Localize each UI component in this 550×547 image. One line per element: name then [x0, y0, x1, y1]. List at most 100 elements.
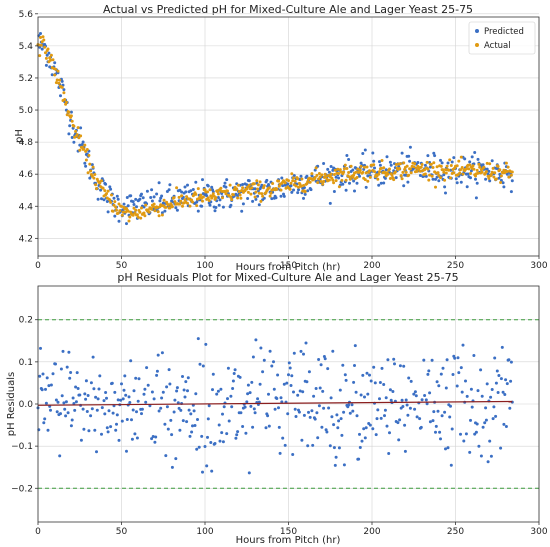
- actual-point: [255, 179, 259, 183]
- residual-point: [155, 369, 159, 373]
- residual-point: [61, 349, 65, 353]
- residual-point: [72, 402, 76, 405]
- actual-point: [386, 172, 390, 176]
- actual-point: [348, 177, 352, 181]
- actual-point: [308, 180, 312, 184]
- residual-point: [508, 406, 512, 410]
- residual-point: [431, 419, 435, 423]
- residual-point: [96, 397, 100, 401]
- actual-point: [256, 187, 260, 191]
- actual-point: [399, 174, 403, 178]
- residual-point: [436, 409, 440, 413]
- predicted-point: [175, 208, 179, 212]
- actual-point: [434, 185, 437, 189]
- predicted-point: [292, 174, 296, 178]
- predicted-point: [270, 197, 274, 201]
- residual-point: [392, 357, 396, 361]
- actual-point: [439, 176, 442, 180]
- actual-point: [72, 124, 76, 128]
- residual-point: [509, 379, 513, 383]
- actual-point: [432, 161, 436, 165]
- residual-point: [306, 444, 310, 448]
- actual-point: [95, 187, 98, 191]
- residual-point: [282, 382, 286, 386]
- residual-point: [317, 358, 321, 361]
- predicted-point: [345, 154, 349, 157]
- residual-point: [235, 433, 239, 437]
- predicted-point: [402, 184, 406, 188]
- residual-point: [249, 404, 253, 408]
- residual-point: [188, 434, 192, 438]
- predicted-point: [426, 154, 430, 158]
- predicted-point: [303, 192, 307, 196]
- residual-point: [418, 417, 422, 421]
- predicted-point: [68, 124, 72, 128]
- predicted-point: [47, 51, 51, 55]
- predicted-point: [299, 174, 303, 178]
- x-tick-label: 100: [196, 261, 213, 271]
- actual-point: [98, 181, 102, 185]
- residual-point: [403, 423, 407, 427]
- predicted-point: [160, 211, 164, 215]
- predicted-point: [302, 196, 305, 200]
- residual-point: [323, 357, 327, 361]
- predicted-point: [437, 179, 441, 183]
- actual-point: [277, 179, 280, 183]
- residual-point: [215, 392, 219, 396]
- predicted-point: [407, 154, 411, 158]
- residual-point: [420, 398, 424, 402]
- predicted-point: [416, 161, 420, 164]
- predicted-point: [112, 196, 116, 200]
- predicted-point: [83, 161, 87, 165]
- residual-point: [41, 372, 45, 376]
- predicted-point: [348, 181, 351, 185]
- bottom-gridlines: [37, 286, 540, 522]
- residual-point: [360, 439, 364, 443]
- actual-point: [477, 162, 481, 166]
- actual-point: [211, 192, 215, 196]
- x-tick-label: 250: [447, 261, 464, 271]
- actual-point: [379, 166, 383, 170]
- residual-point: [453, 356, 457, 360]
- residual-point: [350, 403, 354, 407]
- actual-point: [506, 165, 510, 169]
- residual-point: [204, 342, 208, 346]
- residual-point: [332, 423, 336, 427]
- actual-point: [230, 198, 234, 202]
- actual-point: [439, 164, 443, 168]
- actual-point: [252, 182, 256, 186]
- residual-point: [131, 408, 135, 412]
- predicted-point: [208, 203, 212, 207]
- residual-point: [490, 388, 494, 391]
- residual-point: [339, 417, 343, 421]
- actual-point: [253, 195, 257, 199]
- actual-point: [398, 167, 402, 170]
- predicted-point: [60, 79, 64, 83]
- residual-point: [355, 414, 359, 418]
- actual-point: [445, 164, 449, 168]
- residual-point: [407, 376, 411, 380]
- actual-point: [144, 203, 148, 207]
- residual-point: [428, 420, 432, 424]
- residual-point: [499, 377, 503, 381]
- actual-point: [380, 159, 384, 162]
- predicted-point: [423, 163, 427, 167]
- residual-point: [75, 371, 79, 375]
- actual-point: [271, 182, 275, 185]
- actual-point: [317, 177, 321, 181]
- y-tick-label: −0.1: [11, 442, 33, 452]
- actual-point: [436, 171, 440, 175]
- predicted-point: [469, 176, 472, 180]
- actual-point: [484, 170, 488, 174]
- residual-point: [231, 387, 235, 390]
- residual-point: [71, 396, 75, 400]
- predicted-point: [100, 197, 103, 201]
- residual-point: [38, 374, 42, 378]
- residual-point: [288, 366, 292, 370]
- predicted-point: [328, 201, 332, 205]
- bottom-y-axis-label: pH Residuals: [6, 372, 17, 437]
- residual-point: [357, 457, 361, 461]
- predicted-point: [168, 183, 172, 187]
- actual-point: [256, 183, 260, 187]
- residual-point: [45, 376, 49, 380]
